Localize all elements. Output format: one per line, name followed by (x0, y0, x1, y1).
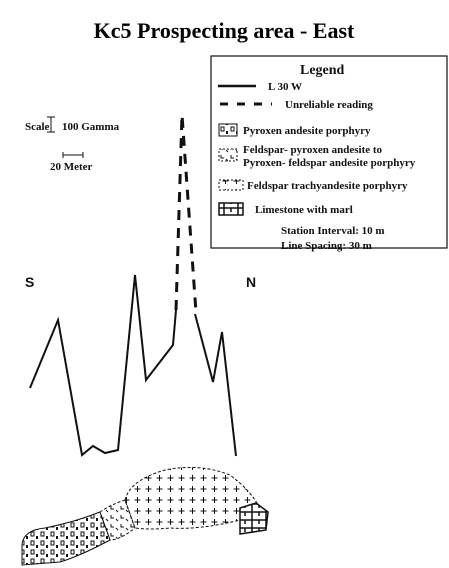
scale-bar (63, 152, 83, 158)
legend-item: Unreliable reading (285, 99, 373, 111)
unit-pyroxen (22, 512, 110, 565)
legend-swatch (219, 203, 243, 215)
legend-item: Feldspar trachyandesite porphyry (247, 180, 408, 192)
unit-limestone (240, 503, 268, 534)
scale-vertical: 100 Gamma (62, 121, 120, 133)
legend-note: Line Spacing: 30 m (281, 240, 372, 252)
profile-dashed (176, 115, 196, 312)
legend-swatch (219, 149, 237, 161)
profile-line (30, 275, 176, 455)
scale-horizontal: 20 Meter (50, 161, 93, 173)
legend-swatch (219, 124, 237, 136)
legend-item: Feldspar- pyroxen andesite to (243, 144, 383, 156)
profile-line (195, 314, 236, 456)
legend-swatch (219, 180, 243, 190)
unit-trachyandesite (125, 467, 258, 529)
legend-item: Pyroxen andesite porphyry (243, 125, 371, 137)
legend-item: Pyroxen- feldspar andesite porphyry (243, 157, 416, 169)
direction: N (246, 274, 256, 290)
legend-title: Legend (300, 63, 345, 78)
legend-note: Station Interval: 10 m (281, 225, 385, 237)
legend-item: Limestone with marl (255, 204, 353, 216)
legend-item: L 30 W (268, 81, 302, 93)
scale-label: Scale (25, 121, 50, 133)
diagram: Kc5 Prospecting area - East Legend L 30 … (0, 0, 449, 568)
title: Kc5 Prospecting area - East (94, 18, 355, 43)
direction: S (25, 274, 34, 290)
